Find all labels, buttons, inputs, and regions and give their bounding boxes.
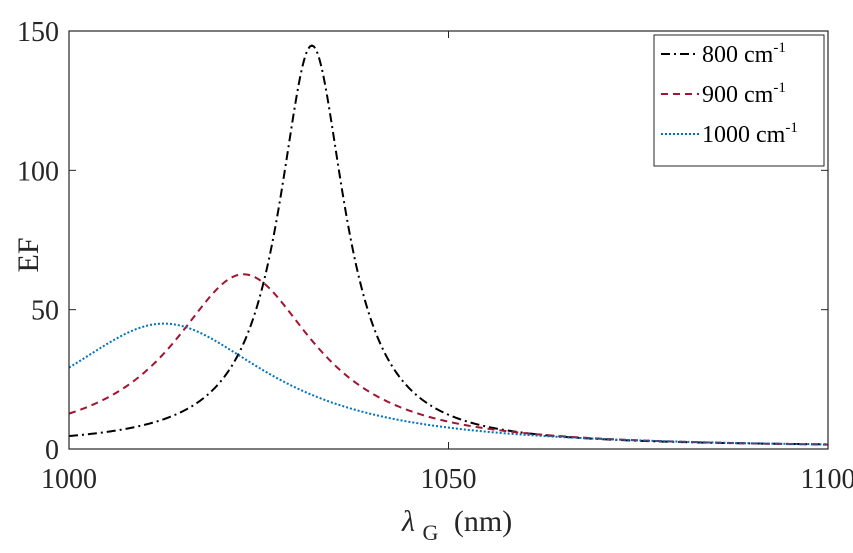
ticks-layer: 1000 1050 1100 0 50 100 150 [17, 17, 853, 495]
legend-label-3: 1000 cm-1 [702, 120, 798, 148]
series-layer [68, 44, 829, 446]
x-axis-label: λ G (nm) [401, 505, 512, 547]
legend-label-1: 800 cm-1 [702, 40, 786, 68]
legend: 800 cm-1 900 cm-1 1000 cm-1 [653, 34, 825, 167]
y-tick-label: 150 [17, 17, 59, 48]
y-tick-label: 0 [45, 435, 59, 466]
x-axis-unit: (nm) [454, 505, 512, 538]
y-tick-label: 100 [17, 156, 59, 187]
x-axis-subscript: G [423, 520, 439, 545]
y-axis-label: EF [12, 237, 45, 272]
x-tick-label: 1000 [41, 464, 97, 495]
series-line-1 [68, 44, 829, 446]
x-axis-symbol: λ [401, 505, 415, 538]
series-line-3 [68, 322, 829, 446]
x-tick-label: 1100 [801, 464, 853, 495]
legend-label-2: 900 cm-1 [702, 80, 786, 108]
legend-box [653, 34, 825, 167]
y-tick-label: 50 [31, 296, 59, 327]
x-tick-label: 1050 [421, 464, 477, 495]
